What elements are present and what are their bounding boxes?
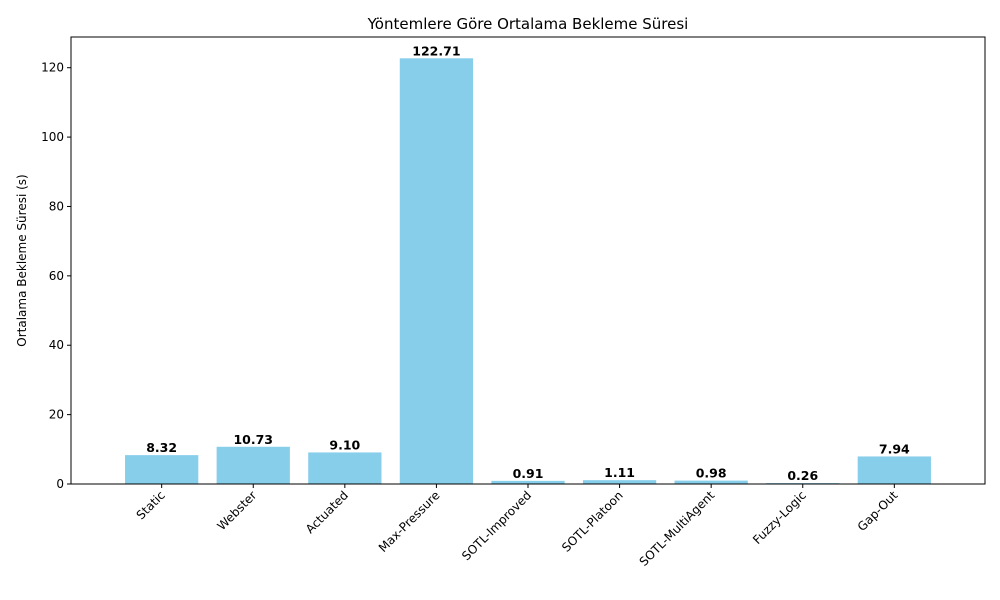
data-labels-group: 8.32 10.73 9.10 122.71 0.91 1.11 0.98 0.26 7.94 bbox=[146, 43, 910, 483]
data-label-webster: 10.73 bbox=[233, 432, 273, 447]
y-tick-label: 120 bbox=[41, 61, 64, 75]
data-label-fuzzy-logic: 0.26 bbox=[787, 468, 818, 483]
data-label-gap-out: 7.94 bbox=[879, 441, 910, 456]
bars-group bbox=[125, 58, 931, 484]
x-tick-label: SOTL-MultiAgent bbox=[637, 488, 718, 569]
data-label-sotl-platoon: 1.11 bbox=[604, 465, 635, 480]
bar-max-pressure bbox=[399, 58, 474, 484]
bar-sotl-platoon bbox=[582, 480, 657, 484]
data-label-actuated: 9.10 bbox=[329, 437, 360, 452]
x-tick-label: Max-Pressure bbox=[376, 488, 443, 555]
x-tick-label: Gap-Out bbox=[855, 488, 901, 534]
data-label-sotl-multiagent: 0.98 bbox=[696, 466, 727, 481]
y-axis: 0 20 40 60 80 100 120 bbox=[41, 61, 71, 491]
bar-gap-out bbox=[857, 456, 931, 484]
y-tick-label: 40 bbox=[49, 338, 64, 352]
y-tick-label: 80 bbox=[49, 199, 64, 213]
chart-title: Yöntemlere Göre Ortalama Bekleme Süresi bbox=[367, 15, 689, 33]
x-tick-label: Actuated bbox=[303, 488, 351, 536]
bar-actuated bbox=[308, 452, 382, 484]
data-label-sotl-improved: 0.91 bbox=[513, 466, 544, 481]
bar-sotl-improved bbox=[491, 480, 565, 484]
x-tick-label: Static bbox=[134, 488, 168, 522]
x-tick-label: Fuzzy-Logic bbox=[750, 488, 809, 547]
data-label-max-pressure: 122.71 bbox=[412, 43, 460, 58]
bar-static bbox=[125, 455, 199, 484]
data-label-static: 8.32 bbox=[146, 440, 177, 455]
x-tick-label: Webster bbox=[215, 488, 260, 533]
x-tick-label: SOTL-Platoon bbox=[559, 488, 626, 555]
y-tick-label: 60 bbox=[49, 269, 64, 283]
bar-sotl-multiagent bbox=[674, 480, 748, 484]
x-tick-label: SOTL-Improved bbox=[459, 488, 534, 563]
y-tick-label: 20 bbox=[49, 408, 64, 422]
bar-webster bbox=[216, 446, 290, 484]
y-axis-label: Ortalama Bekleme Süresi (s) bbox=[15, 174, 29, 346]
plot-frame bbox=[70, 36, 986, 485]
x-axis: Static Webster Actuated Max-Pressure SOTL-Im… bbox=[134, 484, 901, 569]
y-tick-label: 0 bbox=[56, 477, 64, 491]
y-tick-label: 100 bbox=[41, 130, 64, 144]
